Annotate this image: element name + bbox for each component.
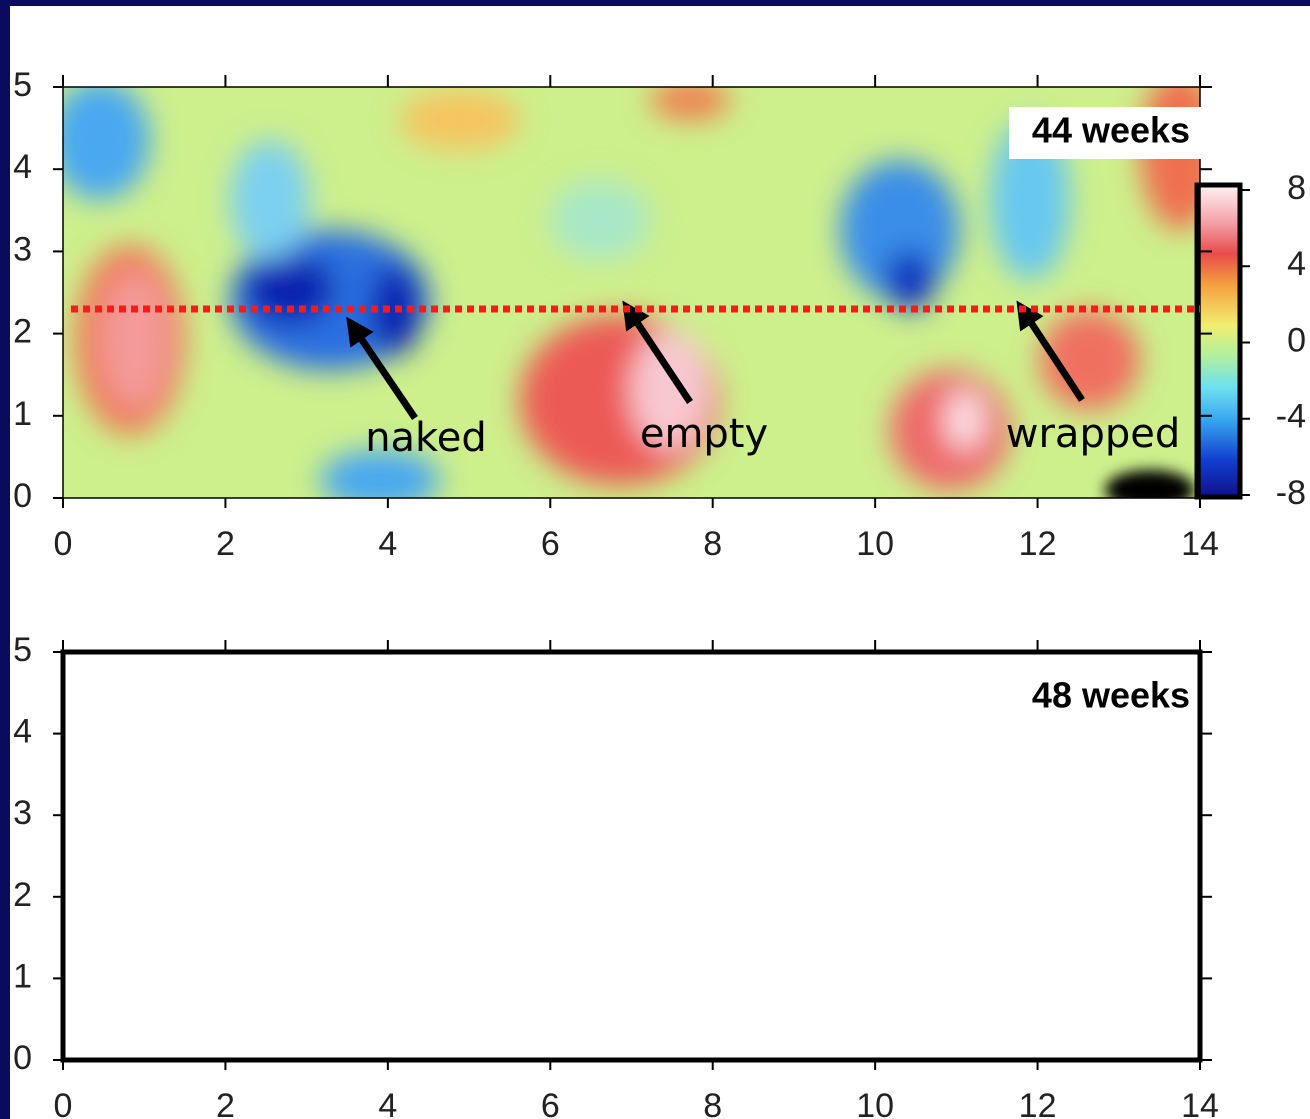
x-tick-label: 12 [1019, 525, 1057, 563]
x-tick-label: 8 [703, 1087, 722, 1119]
y-tick-label: 2 [13, 876, 32, 914]
colorbar-tick-label: -8 [1276, 474, 1306, 512]
colorbar-tick-label: 0 [1287, 321, 1306, 359]
x-tick-label: 10 [856, 525, 894, 563]
annotation-box [1009, 107, 1213, 159]
y-tick-label: 5 [13, 66, 32, 104]
x-tick-label: 4 [378, 525, 397, 563]
y-tick-label: 1 [13, 395, 32, 433]
y-tick-label: 0 [13, 477, 32, 515]
x-tick-label: 10 [856, 1087, 894, 1119]
x-tick-label: 14 [1181, 1087, 1219, 1119]
frame [62, 86, 1201, 499]
y-tick-label: 1 [13, 957, 32, 995]
y-tick-label: 4 [13, 148, 32, 186]
y-tick-label: 5 [13, 631, 32, 669]
x-tick-label: 14 [1181, 525, 1219, 563]
colorbar-tick-label: 4 [1287, 245, 1306, 283]
x-tick-label: 12 [1019, 1087, 1057, 1119]
colorbar-tick-label: 8 [1287, 169, 1306, 207]
x-tick-label: 6 [541, 525, 560, 563]
x-tick-label: 0 [54, 1087, 73, 1119]
y-tick-label: 3 [13, 794, 32, 832]
top-bar [0, 0, 1310, 6]
region-label: naked [365, 415, 487, 461]
arrows [346, 300, 1085, 420]
left-bar [0, 0, 10, 1119]
region-label: wrapped [1006, 411, 1180, 457]
y-tick-label: 2 [13, 313, 32, 351]
x-tick-label: 4 [378, 1087, 397, 1119]
colorbar [1194, 182, 1243, 500]
x-tick-label: 2 [216, 1087, 235, 1119]
x-tick-label: 8 [703, 525, 722, 563]
y-tick-label: 4 [13, 713, 32, 751]
x-tick-label: 0 [54, 525, 73, 563]
region-label: empty [640, 411, 768, 457]
x-tick-label: 2 [216, 525, 235, 563]
colorbar-tick-label: -4 [1276, 398, 1306, 436]
frame [60, 649, 1203, 1063]
y-tick-label: 3 [13, 230, 32, 268]
annotation: 44 weeks [1032, 110, 1190, 151]
y-tick-label: 0 [13, 1039, 32, 1077]
annotation: 48 weeks [1032, 675, 1190, 716]
x-tick-label: 6 [541, 1087, 560, 1119]
